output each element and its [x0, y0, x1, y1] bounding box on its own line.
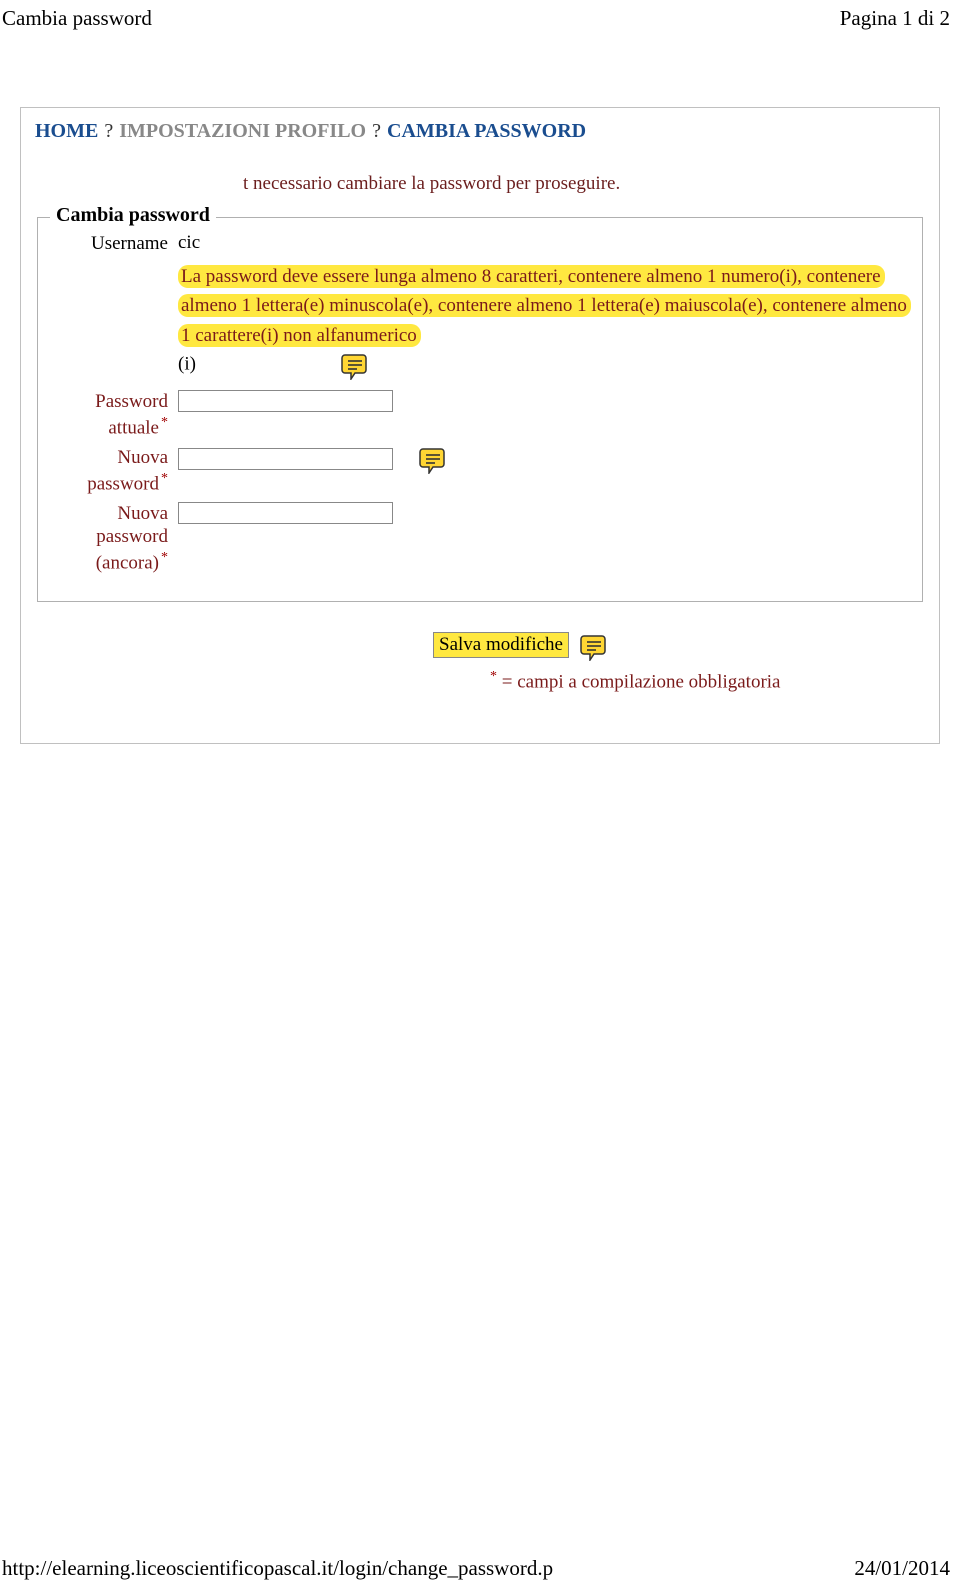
new-password-label: Nuova password*	[48, 446, 178, 496]
submit-area: Salva modifiche	[433, 632, 927, 659]
annotation-note-icon	[419, 446, 447, 472]
breadcrumb-home[interactable]: HOME	[35, 120, 98, 142]
breadcrumb-current: CAMBIA PASSWORD	[387, 120, 586, 142]
required-fields-note: * = campi a compilazione obbligatoria	[488, 669, 927, 693]
current-password-label: Password attuale*	[48, 390, 178, 440]
fieldset-legend: Cambia password	[50, 204, 216, 227]
current-password-row: Password attuale*	[48, 390, 912, 440]
breadcrumb-sep-2: ?	[372, 120, 381, 142]
new-password-input[interactable]	[178, 448, 393, 470]
breadcrumb-sep-1: ?	[104, 120, 113, 142]
password-rules-tail: (i)	[178, 353, 196, 374]
required-asterisk: *	[490, 669, 497, 684]
required-asterisk: *	[161, 550, 168, 565]
footer-url: http://elearning.liceoscientificopascal.…	[2, 1556, 553, 1581]
annotation-note-icon	[341, 352, 369, 378]
print-footer: http://elearning.liceoscientificopascal.…	[2, 1556, 950, 1581]
password-help-row: La password deve essere lunga almeno 8 c…	[48, 262, 912, 384]
username-value: cic	[178, 232, 912, 254]
password-help-text: La password deve essere lunga almeno 8 c…	[178, 262, 912, 378]
annotation-note-icon	[580, 633, 608, 659]
new-password-again-input[interactable]	[178, 502, 393, 524]
main-panel: HOME ? IMPOSTAZIONI PROFILO ? CAMBIA PAS…	[20, 107, 940, 744]
save-changes-button[interactable]: Salva modifiche	[433, 632, 569, 658]
header-page-info: Pagina 1 di 2	[840, 6, 950, 31]
header-title: Cambia password	[2, 6, 152, 31]
footer-date: 24/01/2014	[854, 1556, 950, 1581]
required-asterisk: *	[161, 415, 168, 430]
breadcrumb: HOME ? IMPOSTAZIONI PROFILO ? CAMBIA PAS…	[33, 116, 927, 173]
password-rules-highlight: La password deve essere lunga almeno 8 c…	[178, 265, 911, 347]
new-password-row: Nuova password*	[48, 446, 912, 496]
print-header: Cambia password Pagina 1 di 2	[0, 0, 960, 37]
username-label: Username	[48, 232, 178, 256]
password-change-notice: t necessario cambiare la password per pr…	[243, 173, 927, 195]
username-row: Username cic	[48, 232, 912, 256]
current-password-input[interactable]	[178, 390, 393, 412]
new-password-again-label: Nuova password (ancora)*	[48, 502, 178, 576]
breadcrumb-profile-settings[interactable]: IMPOSTAZIONI PROFILO	[119, 120, 366, 142]
change-password-fieldset: Cambia password Username cic La password…	[37, 217, 923, 602]
required-asterisk: *	[161, 471, 168, 486]
new-password-again-row: Nuova password (ancora)*	[48, 502, 912, 576]
